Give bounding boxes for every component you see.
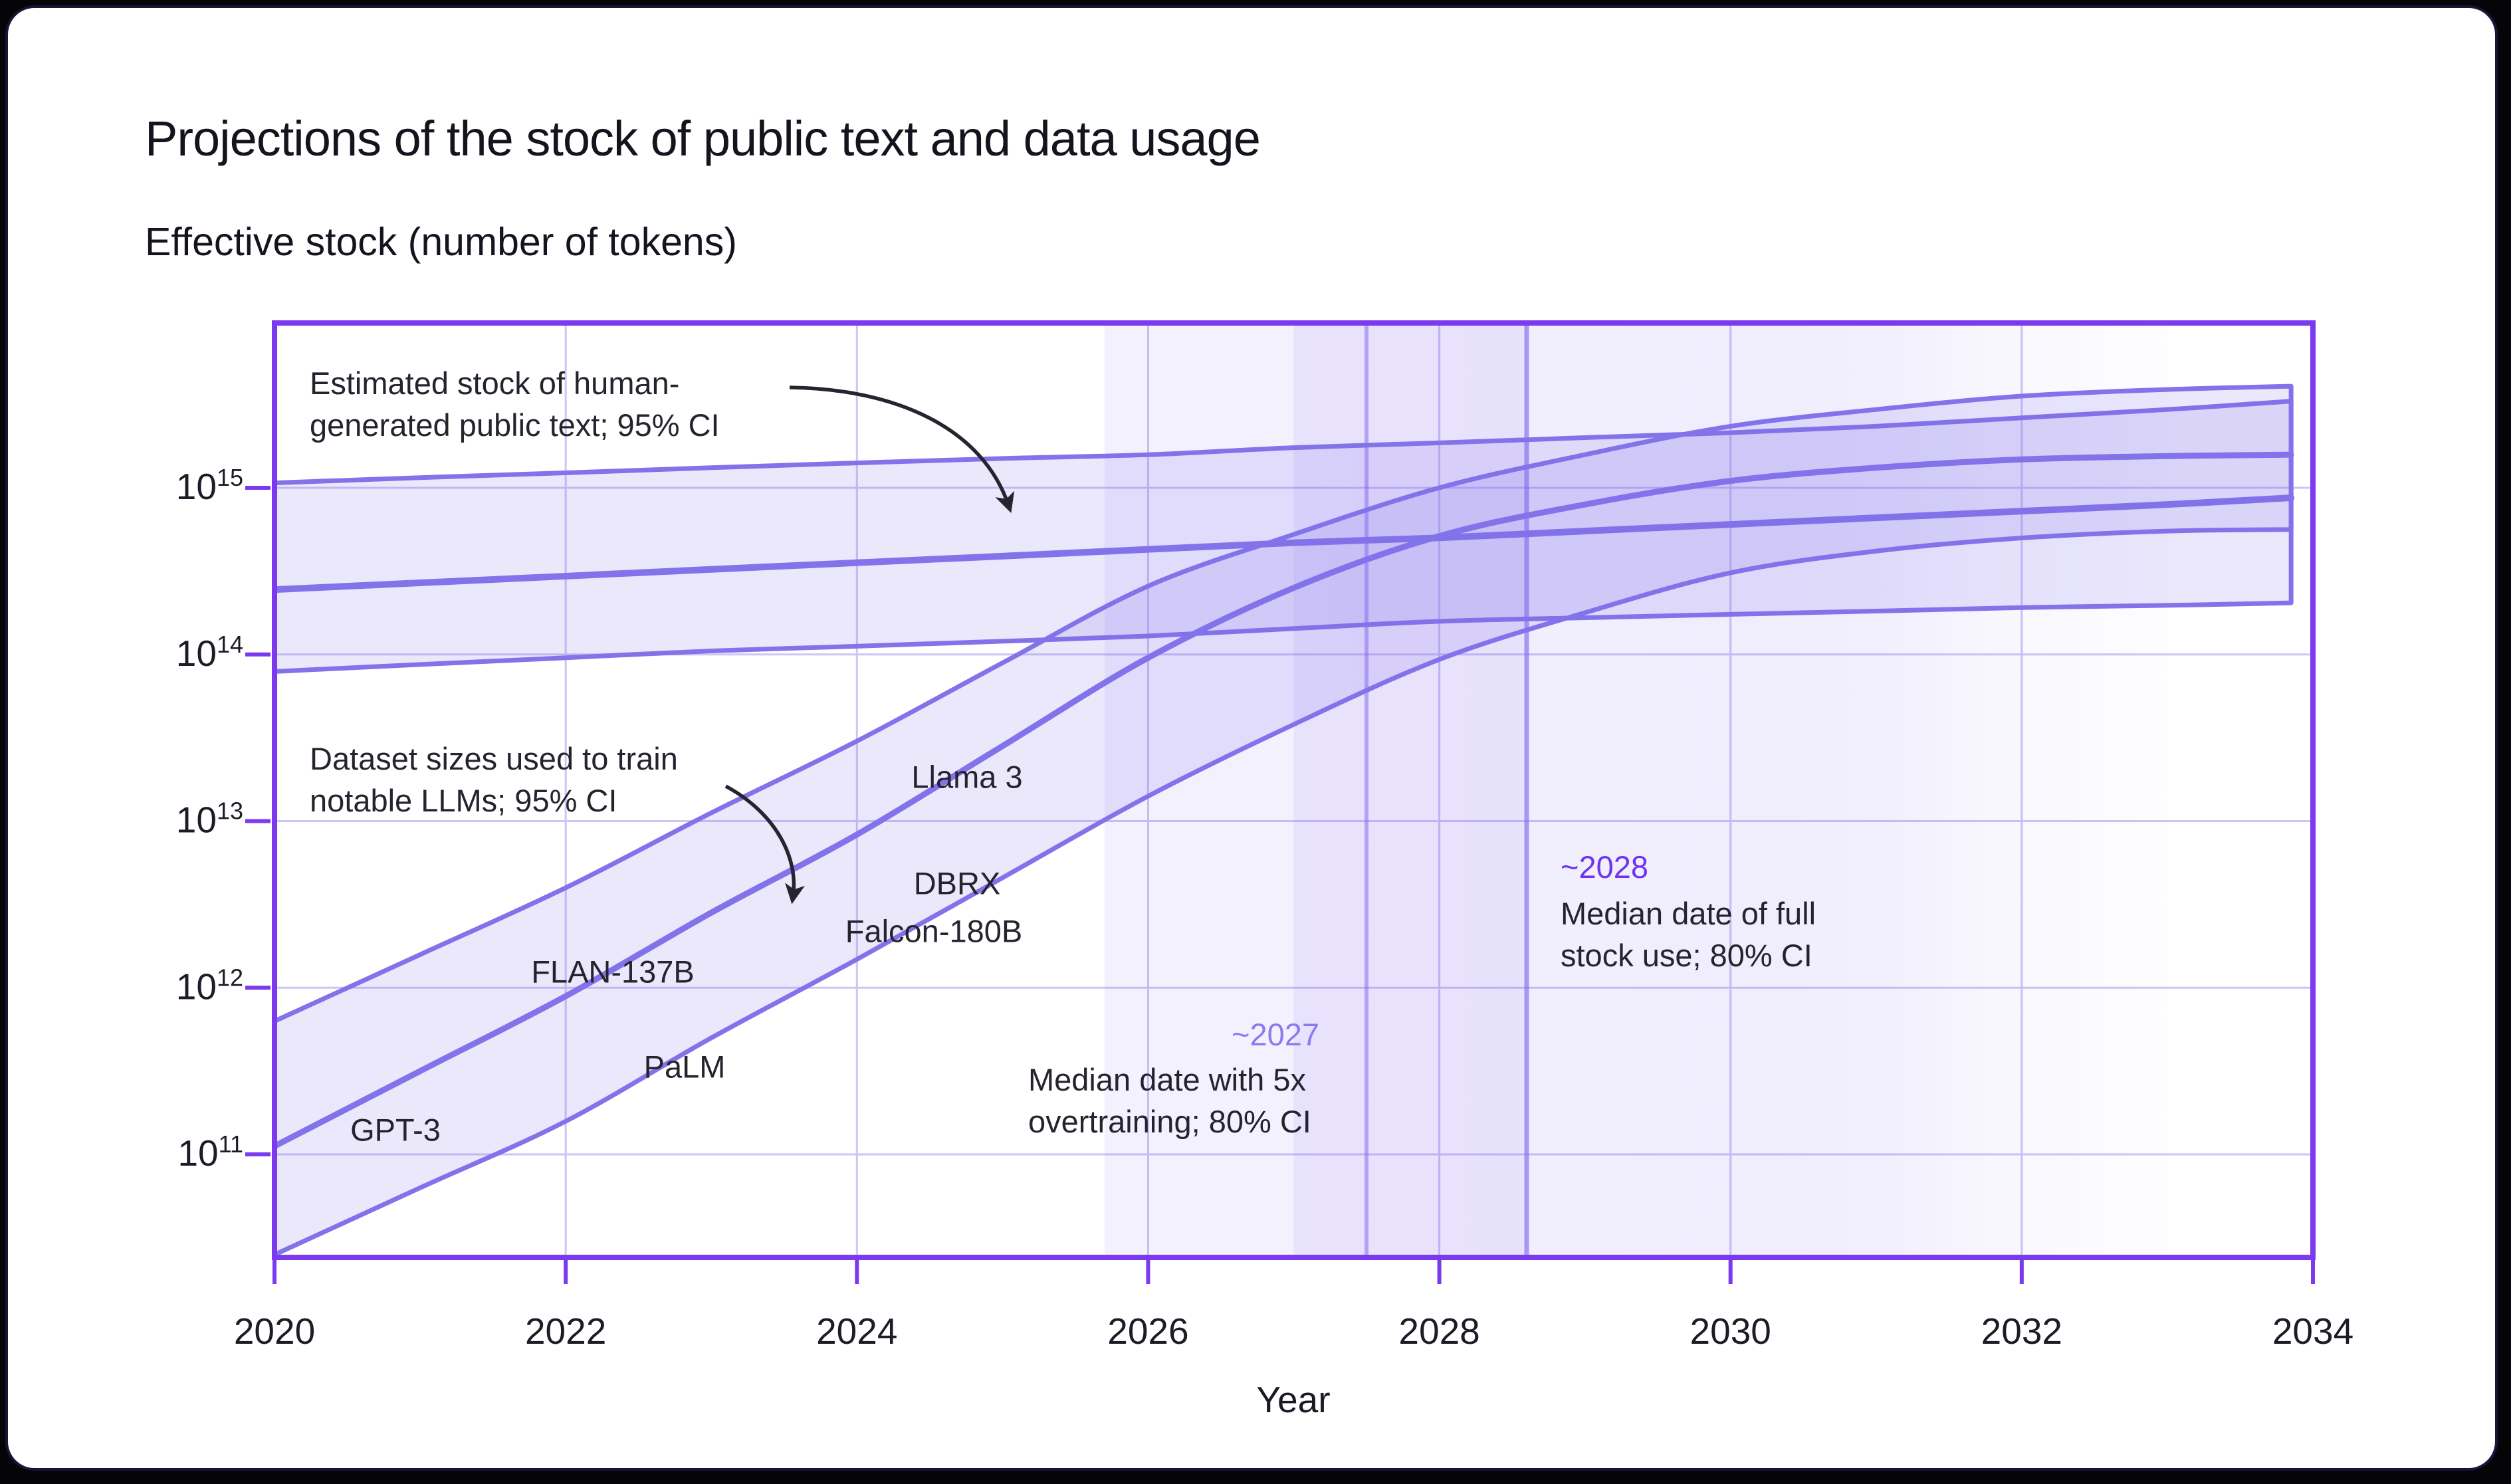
milestone-2028-line2: stock use; 80% CI: [1561, 938, 1812, 973]
axis-tick-labels: 2020 2022 2024 2026 2028 2030 2032 2034 1015 1014…: [176, 464, 2353, 1352]
page-subtitle: Effective stock (number of tokens): [145, 220, 737, 264]
x-tick-label: 2022: [525, 1311, 606, 1352]
annotation-human-stock-line2: generated public text; 95% CI: [310, 407, 720, 443]
x-tick-label: 2024: [816, 1311, 897, 1352]
y-tick-label: 1014: [176, 631, 243, 674]
annotation-dataset-sizes: Dataset sizes used to train notable LLMs…: [310, 738, 678, 821]
y-tick-label: 1015: [176, 464, 243, 507]
model-label-gpt3: GPT-3: [350, 1112, 441, 1148]
x-tick-label: 2020: [234, 1311, 315, 1352]
milestone-2028-year: ~2028: [1561, 849, 1649, 885]
y-tick-label: 1011: [177, 1130, 243, 1174]
confidence-bands: [277, 383, 2295, 1255]
y-tick-label: 1013: [176, 797, 243, 841]
y-tick-label: 1012: [176, 964, 243, 1007]
annotation-human-stock: Estimated stock of human- generated publ…: [310, 362, 720, 446]
model-label-falcon: Falcon-180B: [845, 913, 1023, 949]
arrow-to-dataset-band: [724, 784, 805, 904]
plot-border: [272, 320, 2316, 1260]
arrow-to-human-stock-band: [789, 385, 1015, 514]
axis-ticks: [245, 486, 2315, 1284]
model-label-llama3: Llama 3: [911, 759, 1023, 795]
milestone-2027-annotation: ~2027 Median date with 5x overtraining; …: [1028, 1013, 1319, 1142]
human-text-stock-median-line: [277, 494, 2295, 593]
model-label-flan: FLAN-137B: [531, 954, 695, 990]
milestone-2028-line1: Median date of full: [1561, 896, 1816, 931]
annotation-dataset-sizes-line2: notable LLMs; 95% CI: [310, 783, 617, 818]
milestone-2028-annotation: ~2028 Median date of full stock use; 80%…: [1561, 846, 1816, 976]
milestone-2027-line1: Median date with 5x: [1028, 1062, 1307, 1097]
dataset-sizes-band: [277, 383, 2294, 1255]
annotation-human-stock-line1: Estimated stock of human-: [310, 366, 680, 401]
page-title: Projections of the stock of public text …: [145, 111, 1261, 166]
milestone-2027-line2: overtraining; 80% CI: [1028, 1104, 1311, 1139]
x-tick-label: 2026: [1107, 1311, 1188, 1352]
dataset-sizes-median-line: [277, 451, 2294, 1148]
x-tick-label: 2028: [1398, 1311, 1479, 1352]
x-tick-label: 2030: [1690, 1311, 1771, 1352]
x-tick-label: 2034: [2272, 1311, 2353, 1352]
milestone-2027-year: ~2027: [1232, 1017, 1320, 1052]
annotation-dataset-sizes-line1: Dataset sizes used to train: [310, 741, 678, 776]
x-tick-label: 2032: [1981, 1311, 2062, 1352]
x-axis-title: Year: [1256, 1379, 1330, 1420]
model-label-dbrx: DBRX: [913, 865, 1001, 901]
model-label-palm: PaLM: [643, 1049, 726, 1085]
